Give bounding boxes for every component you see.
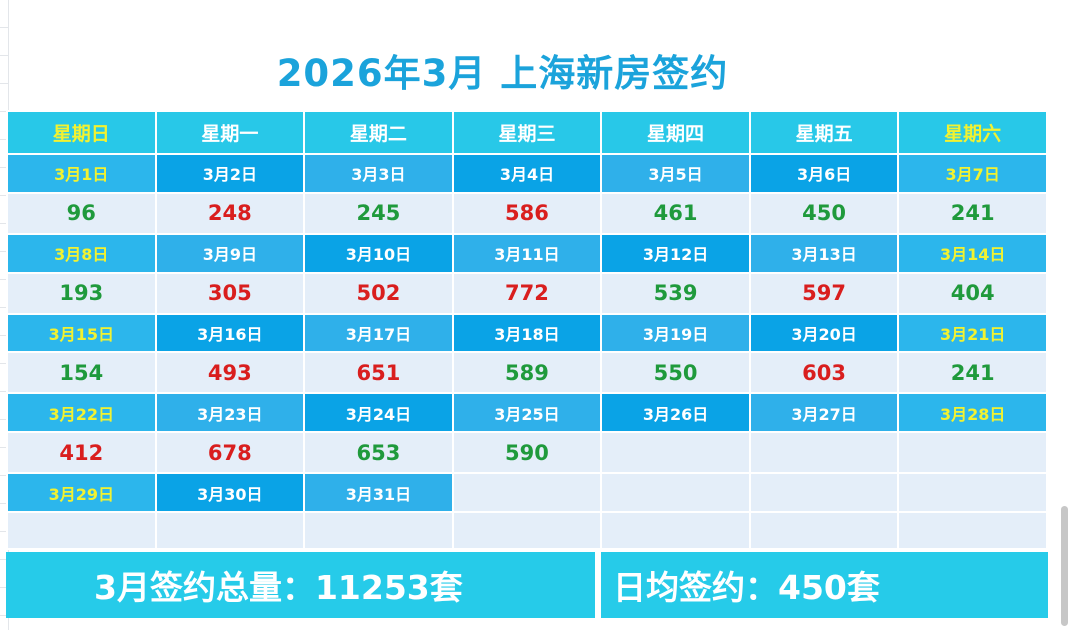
date-cell: 3月20日 (748, 312, 900, 354)
week-3-values: 154 493 651 589 550 603 241 (6, 351, 1048, 395)
date-cell: 3月21日 (897, 312, 1048, 354)
empty-cell (451, 472, 603, 514)
date-cell: 3月27日 (748, 392, 900, 434)
value-cell: 241 (897, 191, 1048, 235)
week-5-dates: 3月29日 3月30日 3月31日 (6, 472, 1048, 514)
date-cell: 3月19日 (600, 312, 751, 354)
value-cell: 597 (748, 271, 900, 315)
value-cell: 589 (451, 351, 603, 395)
empty-cell (897, 431, 1048, 475)
date-cell: 3月9日 (154, 232, 306, 274)
weekday-friday: 星期五 (748, 110, 900, 155)
value-cell: 412 (6, 431, 157, 475)
date-cell: 3月10日 (303, 232, 454, 274)
date-cell: 3月12日 (600, 232, 751, 274)
week-1-dates: 3月1日 3月2日 3月3日 3月4日 3月5日 3月6日 3月7日 (6, 152, 1048, 194)
value-cell: 96 (6, 191, 157, 235)
date-cell: 3月30日 (154, 472, 306, 514)
value-cell: 461 (600, 191, 751, 235)
value-cell: 590 (451, 431, 603, 475)
week-2-dates: 3月8日 3月9日 3月10日 3月11日 3月12日 3月13日 3月14日 (6, 232, 1048, 274)
value-cell: 450 (748, 191, 900, 235)
empty-cell (451, 511, 603, 550)
empty-cell (748, 431, 900, 475)
date-cell: 3月6日 (748, 152, 900, 194)
value-cell: 154 (6, 351, 157, 395)
date-cell: 3月28日 (897, 392, 1048, 434)
value-cell: 193 (6, 271, 157, 315)
empty-cell (897, 511, 1048, 550)
week-1-values: 96 248 245 586 461 450 241 (6, 191, 1048, 235)
empty-cell (6, 511, 157, 550)
date-cell: 3月13日 (748, 232, 900, 274)
date-cell: 3月3日 (303, 152, 454, 194)
empty-cell (303, 511, 454, 550)
date-cell: 3月29日 (6, 472, 157, 514)
date-cell: 3月31日 (303, 472, 454, 514)
empty-cell (154, 511, 306, 550)
date-cell: 3月16日 (154, 312, 306, 354)
empty-cell (600, 431, 751, 475)
page-title: 2026年3月 上海新房签约 (276, 52, 729, 95)
calendar-table: 星期日 星期一 星期二 星期三 星期四 星期五 星期六 3月1日 3月2日 3月… (6, 110, 1048, 550)
vertical-scrollbar[interactable] (1061, 506, 1068, 626)
monthly-total: 3月签约总量：11253套 (6, 552, 595, 618)
week-2-values: 193 305 502 772 539 597 404 (6, 271, 1048, 315)
value-cell: 539 (600, 271, 751, 315)
value-cell: 404 (897, 271, 1048, 315)
week-4-values: 412 678 653 590 (6, 431, 1048, 475)
value-cell: 550 (600, 351, 751, 395)
date-cell: 3月11日 (451, 232, 603, 274)
week-4-dates: 3月22日 3月23日 3月24日 3月25日 3月26日 3月27日 3月28… (6, 392, 1048, 434)
value-cell: 502 (303, 271, 454, 315)
date-cell: 3月14日 (897, 232, 1048, 274)
value-cell: 772 (451, 271, 603, 315)
value-cell: 305 (154, 271, 306, 315)
date-cell: 3月1日 (6, 152, 157, 194)
week-3-dates: 3月15日 3月16日 3月17日 3月18日 3月19日 3月20日 3月21… (6, 312, 1048, 354)
value-cell: 248 (154, 191, 306, 235)
empty-cell (897, 472, 1048, 514)
value-cell: 241 (897, 351, 1048, 395)
weekday-thursday: 星期四 (600, 110, 751, 155)
value-cell: 245 (303, 191, 454, 235)
weekday-monday: 星期一 (154, 110, 306, 155)
date-cell: 3月15日 (6, 312, 157, 354)
weekday-sunday: 星期日 (6, 110, 157, 155)
date-cell: 3月8日 (6, 232, 157, 274)
value-cell: 653 (303, 431, 454, 475)
date-cell: 3月26日 (600, 392, 751, 434)
empty-cell (600, 511, 751, 550)
date-cell: 3月2日 (154, 152, 306, 194)
date-cell: 3月24日 (303, 392, 454, 434)
date-cell: 3月7日 (897, 152, 1048, 194)
empty-cell (600, 472, 751, 514)
date-cell: 3月23日 (154, 392, 306, 434)
weekday-header-row: 星期日 星期一 星期二 星期三 星期四 星期五 星期六 (6, 110, 1048, 155)
summary-footer: 3月签约总量：11253套 日均签约：450套 (6, 552, 1048, 618)
value-cell: 586 (451, 191, 603, 235)
value-cell: 651 (303, 351, 454, 395)
weekday-saturday: 星期六 (897, 110, 1048, 155)
date-cell: 3月18日 (451, 312, 603, 354)
date-cell: 3月4日 (451, 152, 603, 194)
daily-average: 日均签约：450套 (601, 552, 1048, 618)
value-cell: 678 (154, 431, 306, 475)
empty-cell (748, 511, 900, 550)
date-cell: 3月22日 (6, 392, 157, 434)
value-cell: 603 (748, 351, 900, 395)
week-5-values (6, 511, 1048, 550)
date-cell: 3月25日 (451, 392, 603, 434)
date-cell: 3月17日 (303, 312, 454, 354)
date-cell: 3月5日 (600, 152, 751, 194)
weekday-wednesday: 星期三 (451, 110, 603, 155)
weekday-tuesday: 星期二 (303, 110, 454, 155)
empty-cell (748, 472, 900, 514)
value-cell: 493 (154, 351, 306, 395)
